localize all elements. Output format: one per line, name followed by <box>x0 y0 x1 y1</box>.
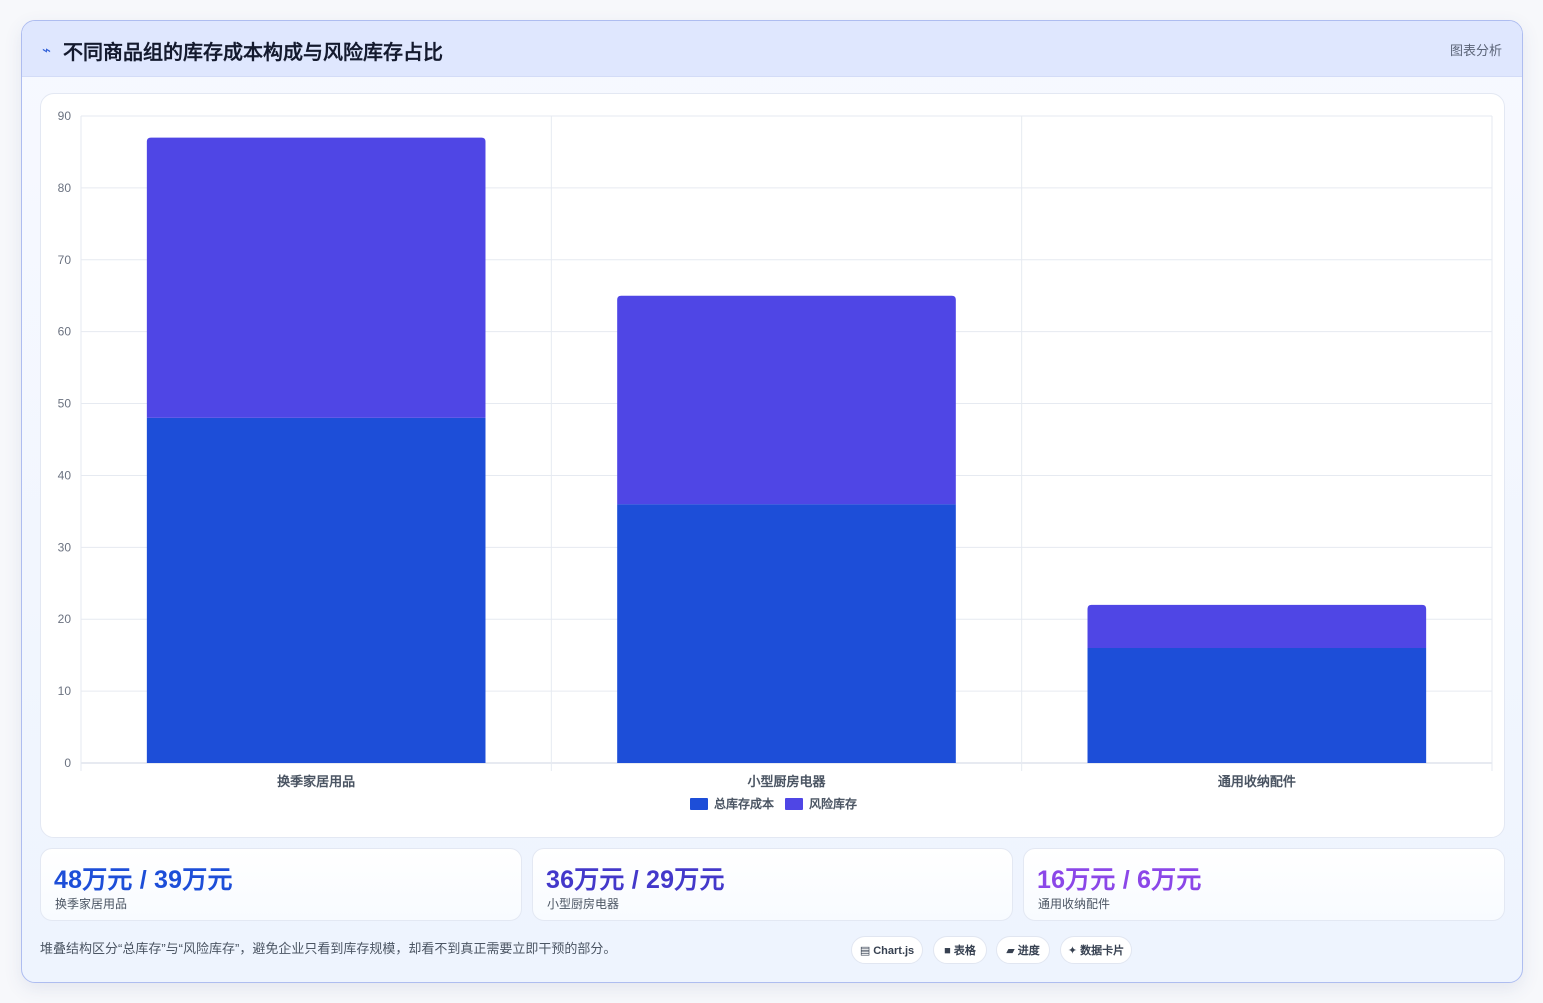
chart-card: 0 10 20 30 40 50 60 70 80 90 换季家居用品 小型厨房电器 通用收纳配件总库存… <box>40 93 1505 838</box>
bar-risk-stock <box>617 295 956 505</box>
stat-value: 48万元 / 39万元 <box>54 866 233 894</box>
legend-label: 总库存成本 <box>714 796 774 811</box>
tag-label: 进度 <box>1017 945 1040 957</box>
bar-risk-stock <box>146 137 486 418</box>
bar-total-cost <box>146 417 486 763</box>
tag-chartjs[interactable]: ▤ Chart.js <box>851 936 923 964</box>
y-tick-label: 20 <box>58 612 72 626</box>
y-tick-label: 50 <box>58 397 72 411</box>
legend-swatch <box>785 798 803 810</box>
panel-header: ⌁ 不同商品组的库存成本构成与风险库存占比 图表分析 <box>22 21 1522 77</box>
y-tick-label: 90 <box>58 109 72 123</box>
stat-label: 换季家居用品 <box>55 897 128 911</box>
chart-js-icon: ▤ <box>859 945 871 957</box>
y-tick-label: 0 <box>64 756 71 770</box>
stat-card-3: 16万元 / 6万元 通用收纳配件 <box>1023 848 1505 921</box>
y-tick-label: 40 <box>58 468 72 482</box>
stat-label: 小型厨房电器 <box>547 897 620 911</box>
chart-analysis-label: 图表分析 <box>1449 43 1502 58</box>
table-icon: ■ <box>944 945 951 957</box>
stat-card-1: 48万元 / 39万元 换季家居用品 <box>40 848 522 921</box>
stat-value: 16万元 / 6万元 <box>1037 866 1202 894</box>
footer-note: 堆叠结构区分“总库存”与“风险库存”，避免企业只看到库存规模，却看不到真正需要立… <box>40 941 617 956</box>
x-tick-label: 通用收纳配件 <box>1218 774 1296 789</box>
stat-label: 通用收纳配件 <box>1038 897 1111 911</box>
stacked-bar-chart: 0 10 20 30 40 50 60 70 80 90 换季家居用品 小型厨房电器 通用收纳配件总库存… <box>58 109 1493 811</box>
stat-card-2: 36万元 / 29万元 小型厨房电器 <box>532 848 1013 921</box>
tag-data-card[interactable]: ✦ 数据卡片 <box>1060 936 1132 964</box>
bar-total-cost <box>617 504 956 763</box>
tag-progress[interactable]: ▰ 进度 <box>996 936 1050 964</box>
data-card-icon: ✦ <box>1067 945 1078 957</box>
bar-total-cost <box>1087 647 1427 763</box>
tag-label: 数据卡片 <box>1080 945 1125 957</box>
x-tick-label: 换季家居用品 <box>277 774 355 789</box>
x-tick-label: 小型厨房电器 <box>747 774 826 789</box>
y-tick-label: 60 <box>58 325 72 339</box>
progress-icon: ▰ <box>1006 945 1015 957</box>
chart-icon: ⌁ <box>42 42 52 59</box>
y-tick-label: 30 <box>58 540 72 554</box>
legend-swatch <box>690 798 708 810</box>
tag-label: 表格 <box>953 945 976 957</box>
bar-risk-stock <box>1087 604 1427 648</box>
page-title: 不同商品组的库存成本构成与风险库存占比 <box>63 42 443 64</box>
tag-label: Chart.js <box>873 945 915 957</box>
chart-panel: ⌁ 不同商品组的库存成本构成与风险库存占比 图表分析 0 10 20 30 40 50 60… <box>21 20 1523 983</box>
y-tick-label: 80 <box>58 181 72 195</box>
stat-value: 36万元 / 29万元 <box>546 866 725 894</box>
y-tick-label: 10 <box>58 684 72 698</box>
y-tick-label: 70 <box>58 253 72 267</box>
tag-table[interactable]: ■ 表格 <box>933 936 987 964</box>
legend-label: 风险库存 <box>809 796 857 811</box>
